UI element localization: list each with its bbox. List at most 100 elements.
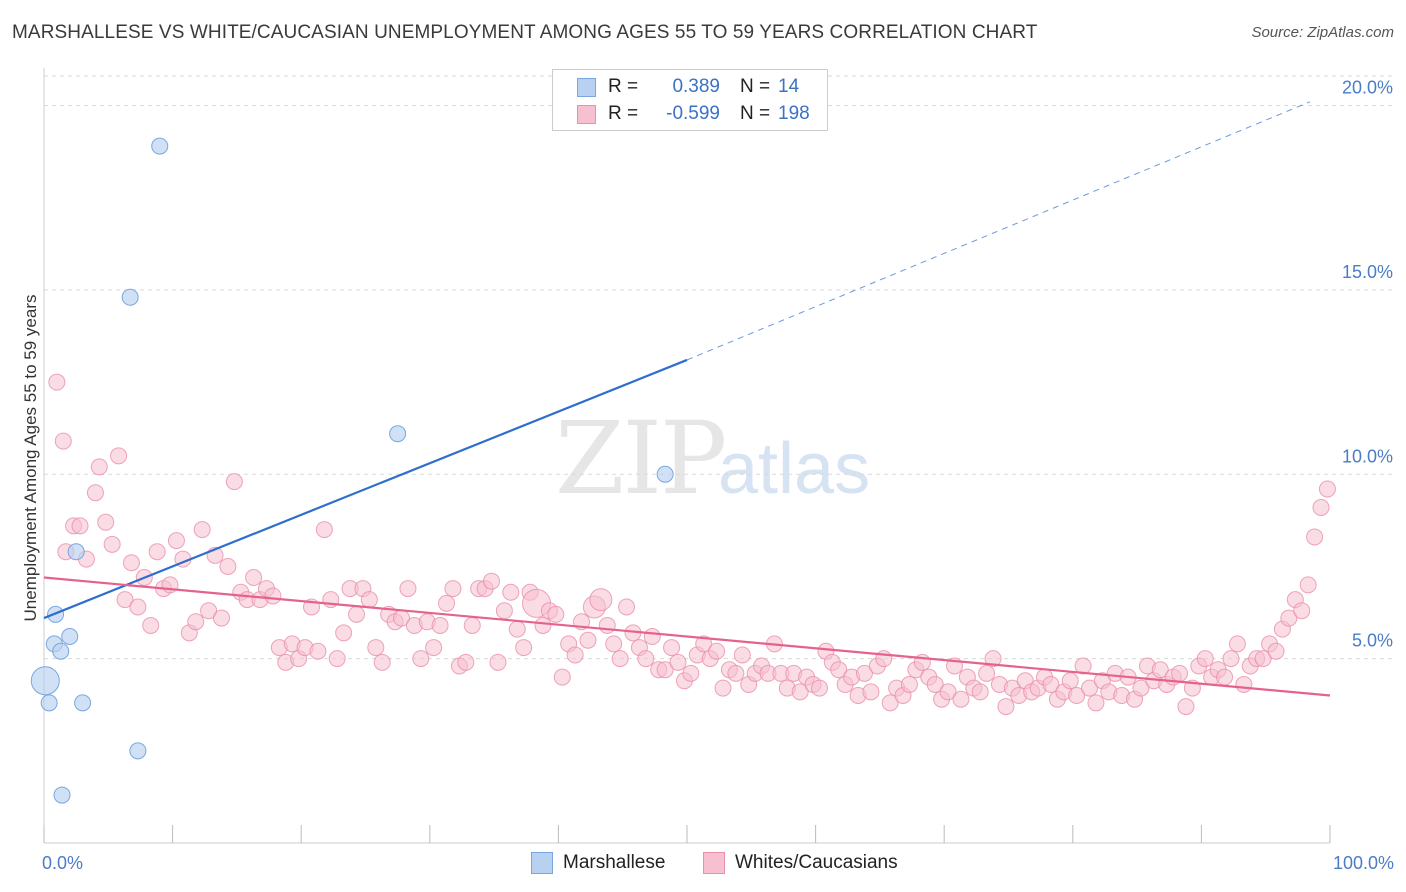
whites-point [1171,664,1189,682]
whites-point [457,653,475,671]
whites-point [431,616,449,634]
whites-point [373,653,391,671]
whites-point [862,683,880,701]
whites-point [1312,498,1330,516]
whites-point [110,447,128,465]
whites-point [86,484,104,502]
bottom-legend-label: Marshallese [563,852,666,873]
whites-point [347,605,365,623]
whites-point [122,554,140,572]
whites-point [315,521,333,539]
whites-point [1087,694,1105,712]
whites-point [656,661,674,679]
whites-point [637,650,655,668]
whites-point [1299,576,1317,594]
whites-point [399,580,417,598]
whites-point [1254,650,1272,668]
whites-point [1068,687,1086,704]
whites-point [116,591,134,609]
whites-point [1267,642,1285,660]
legend-swatch-pink [577,104,596,124]
tick-labels: 5.0% 10.0% 15.0% 20.0% 0.0% 100.0% [42,78,1394,874]
whites-point [553,668,571,686]
whites-points [48,373,1336,716]
whites-point [335,624,353,642]
whites-point [90,458,108,476]
chart-source: Source: ZipAtlas.com [1251,24,1394,41]
marshallese-point [74,694,92,712]
whites-point [926,675,944,693]
whites-point [245,569,263,586]
legend-r-label: R = [608,103,639,124]
whites-point [682,664,700,682]
whites-point [212,609,230,627]
marshallese-point [121,288,139,306]
marshallese-trend-line [43,358,688,620]
whites-point [463,616,481,634]
whites-point [103,535,121,553]
y-tick-label: 15.0% [1342,262,1393,282]
legend-n-value: 14 [778,76,800,97]
whites-point [534,616,552,634]
whites-point [200,602,218,620]
marshallese-point [53,786,71,804]
whites-point [129,598,147,616]
legend: R = 0.389 N = 14 R = -0.599 N = 198 [552,69,828,131]
whites-point [54,432,72,450]
whites-point [900,675,918,693]
whites-point [412,650,430,668]
legend-n-value: 198 [778,103,810,124]
whites-trend-line [43,576,1331,697]
whites-point [598,616,616,634]
axes [43,68,1331,844]
legend-r-value: -0.599 [666,103,720,124]
x-tick-label: 100.0% [1333,853,1394,873]
chart-title: MARSHALLESE VS WHITE/CAUCASIAN UNEMPLOYM… [12,22,1038,43]
whites-point [1132,679,1150,697]
whites-point [971,683,989,701]
bottom-legend-marshallese: Marshallese [531,852,665,874]
marshallese-point [30,666,60,696]
whites-point [71,517,89,535]
whites-point [1177,698,1195,716]
whites-point [695,635,713,653]
whites-point [48,373,66,391]
whites-point [1042,675,1060,693]
whites-point [669,653,687,671]
whites-point [1293,602,1311,620]
whites-point [495,602,513,620]
whites-point [438,594,456,612]
whites-point [579,631,597,649]
whites-point [566,646,584,664]
whites-point [714,679,732,697]
marshallese-point [61,628,79,645]
whites-point [444,580,462,598]
whites-point [508,620,526,638]
whites-point [167,532,185,550]
trend-lines [43,101,1331,697]
legend-n-label: N = [740,103,771,124]
whites-point [193,521,211,539]
whites-point [830,661,848,679]
whites-point [611,650,629,668]
whites-point [881,694,899,712]
whites-point [515,639,533,657]
whites-point [1196,650,1214,668]
whites-point [1074,657,1092,675]
whites-point [1318,480,1336,498]
legend-r-label: R = [608,76,639,97]
whites-point [148,543,166,561]
marshallese-trend-extension [686,101,1311,361]
marshallese-point [40,694,58,712]
whites-point [618,598,636,616]
whites-point [328,650,346,668]
grid-lines [44,75,1394,660]
whites-point [605,635,623,653]
marshallese-point [151,137,169,155]
whites-point [225,473,243,491]
marshallese-point [656,465,674,483]
whites-point [97,513,115,531]
whites-point [547,605,565,623]
whites-point [791,683,809,701]
